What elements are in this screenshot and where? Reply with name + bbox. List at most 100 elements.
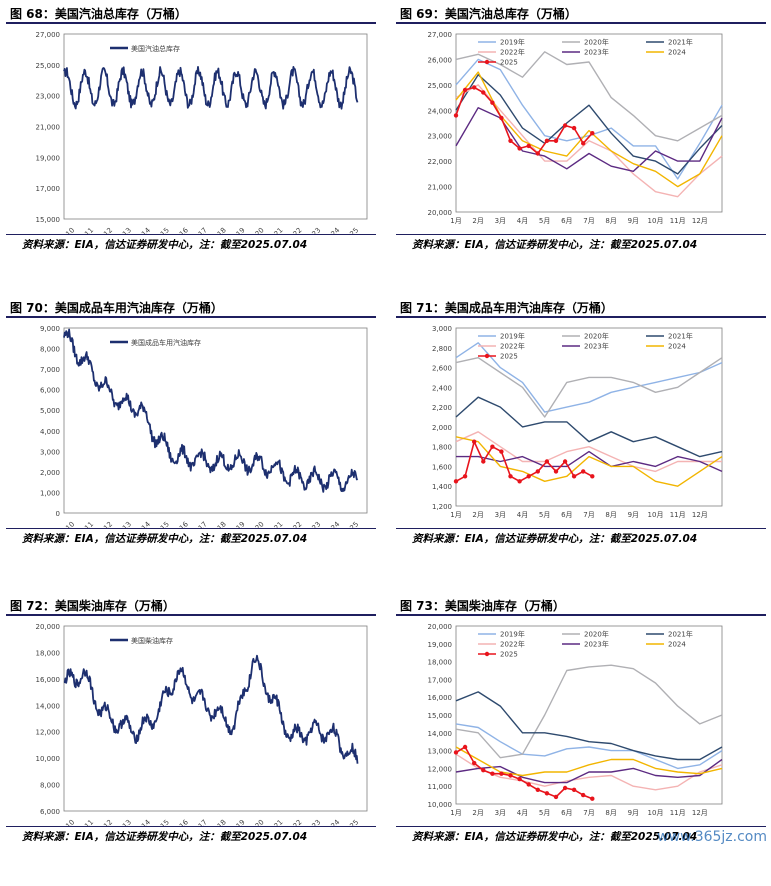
y-tick-label: 2,600 (432, 365, 452, 373)
legend-label: 2022年 (500, 48, 525, 57)
chart-panel: 图 69：美国汽油总库存（万桶） 20,000 21,000 22,000 23,000… (390, 2, 771, 294)
x-tick-label: 7月 (583, 217, 594, 225)
legend-label: 2023年 (584, 640, 609, 649)
x-tick-label: 1月 (450, 217, 461, 225)
x-tick-label: 8月 (605, 809, 616, 817)
series-line (63, 66, 359, 110)
title-rule (396, 22, 766, 24)
x-tick-label: 9月 (628, 217, 639, 225)
chart-title: 图 70：美国成品车用汽油库存（万桶） (10, 301, 223, 315)
series-point (508, 138, 513, 143)
x-tick-label: 2014 (134, 226, 153, 234)
legend-label: 2024 (668, 49, 686, 57)
x-tick-label: 2021 (266, 226, 284, 234)
watermark: www.365jz.com (657, 829, 767, 845)
legend-label: 2019年 (500, 332, 525, 341)
plot-frame (455, 327, 723, 507)
y-tick-label: 20,000 (428, 209, 453, 217)
series-point (453, 750, 459, 755)
x-tick-label: 2012 (96, 818, 114, 826)
series-point (490, 100, 495, 105)
y-tick-label: 0 (56, 510, 60, 518)
series-point (562, 459, 568, 464)
series-point (544, 138, 550, 143)
series-point (462, 87, 468, 93)
chart-title: 图 69：美国汽油总库存（万桶） (400, 7, 577, 21)
source-rule (396, 528, 766, 529)
y-tick-label: 21,000 (428, 184, 453, 192)
series-point (544, 459, 550, 464)
y-tick-label: 25,000 (428, 82, 453, 90)
x-tick-label: 2011 (77, 520, 95, 528)
x-tick-label: 12月 (692, 809, 708, 817)
y-tick-label: 16,000 (428, 694, 453, 702)
x-tick-label: 2016 (172, 520, 191, 528)
source-rule (396, 826, 766, 827)
plot-frame (63, 327, 368, 514)
source-note: 资料来源：EIA，信达证券研发中心，注：截至2025.07.04 (412, 831, 698, 843)
x-tick-label: 10月 (648, 217, 664, 225)
y-tick-label: 14,000 (428, 730, 453, 738)
y-tick-label: 22,000 (428, 158, 453, 166)
x-tick-label: 2023 (304, 226, 322, 234)
y-tick-label: 2,400 (432, 384, 452, 392)
chart-svg: 6,000 8,000 10,000 12,000 14,000 16,000 18,000… (36, 623, 368, 826)
x-tick-label: 5月 (539, 511, 550, 519)
legend-label: 2020年 (584, 630, 609, 639)
y-tick-label: 1,400 (432, 483, 452, 491)
y-tick-label: 2,000 (40, 469, 60, 477)
y-tick-label: 6,000 (40, 387, 60, 395)
x-tick-label: 2017 (191, 226, 209, 234)
series-point (581, 792, 586, 798)
legend-label: 2024 (668, 343, 686, 351)
y-tick-label: 8,000 (40, 782, 60, 790)
legend-label: 2025 (500, 651, 518, 659)
series-point (571, 125, 577, 131)
y-tick-label: 2,200 (432, 404, 452, 412)
x-tick-label: 3月 (495, 809, 506, 817)
series-point (590, 796, 595, 801)
chart-svg: 0 1,000 2,000 3,000 4,000 5,000 6,000 7,000 8,00… (40, 325, 368, 528)
y-tick-label: 23,000 (428, 133, 453, 141)
series-point (526, 782, 531, 787)
y-tick-label: 24,000 (428, 107, 453, 115)
series-point (562, 123, 568, 128)
series-point (462, 744, 468, 750)
series-point (472, 760, 477, 766)
x-tick-label: 2018 (210, 520, 228, 528)
y-tick-label: 17,000 (36, 185, 61, 193)
series-point (535, 469, 540, 474)
series-line (455, 753, 723, 791)
series-line (455, 84, 723, 198)
legend-marker (484, 353, 490, 359)
series-point (526, 474, 531, 479)
x-tick-label: 11月 (670, 511, 686, 519)
x-tick-label: 11月 (670, 809, 686, 817)
y-tick-label: 5,000 (40, 407, 60, 415)
series-line (455, 431, 722, 473)
series-line (455, 664, 723, 759)
x-tick-label: 2025 (342, 818, 360, 826)
series-point (453, 113, 459, 118)
x-tick-label: 2010 (58, 226, 76, 234)
x-tick-label: 12月 (692, 217, 708, 225)
y-tick-label: 25,000 (36, 62, 61, 70)
x-tick-label: 2016 (172, 226, 191, 234)
x-tick-label: 2020 (247, 818, 265, 826)
source-note: 资料来源：EIA，信达证券研发中心，注：截至2025.07.04 (412, 533, 698, 545)
y-tick-label: 12,000 (36, 729, 61, 737)
y-tick-label: 3,000 (432, 325, 452, 333)
x-tick-label: 2010 (58, 818, 76, 826)
legend: 美国柴油库存 (110, 636, 173, 645)
series-point (462, 474, 468, 479)
legend: 2019年 2020年 2021年 2022年 2023年 2024 2025 (478, 38, 693, 67)
y-tick-label: 1,200 (432, 503, 452, 511)
y-tick-label: 26,000 (428, 56, 453, 64)
x-tick-label: 2月 (472, 809, 483, 817)
legend-label: 2020年 (584, 332, 609, 341)
x-tick-label: 2010 (58, 520, 76, 528)
legend: 2019年 2020年 2021年 2022年 2023年 2024 2025 (478, 332, 693, 361)
series-point (481, 90, 486, 95)
legend-label: 2021年 (668, 38, 693, 47)
y-tick-label: 13,000 (428, 748, 453, 756)
